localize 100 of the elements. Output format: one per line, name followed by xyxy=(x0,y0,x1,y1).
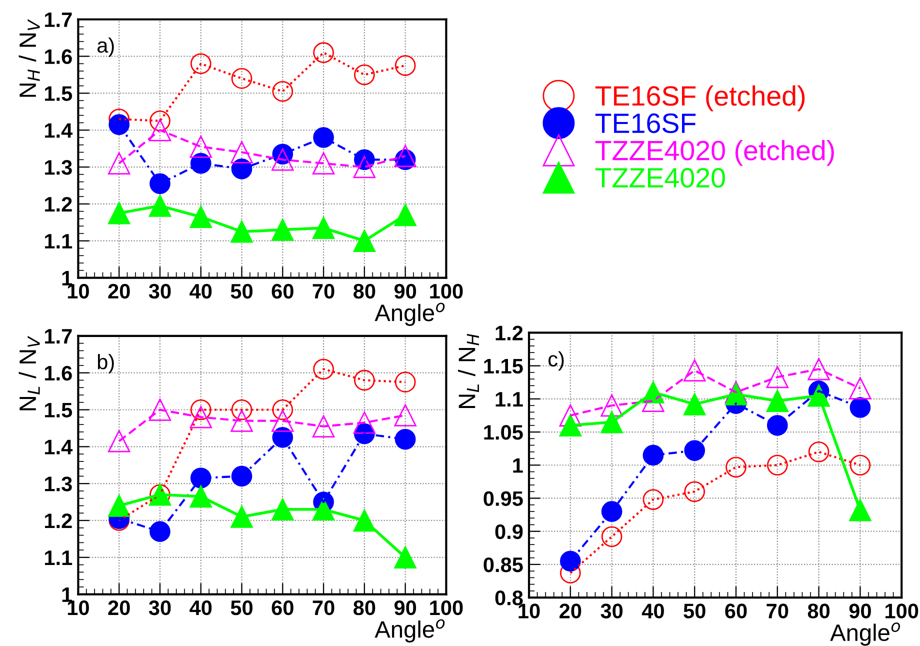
x-tick-label: 40 xyxy=(642,604,664,618)
y-axis-title: N$_{L}$ / N$_{V}$ xyxy=(18,336,40,410)
legend-label: TZZE4020 (etched) xyxy=(595,140,834,166)
annotation: b) xyxy=(98,354,114,374)
point xyxy=(272,218,294,241)
point xyxy=(559,414,582,437)
y-tick-label: 1.3 xyxy=(45,476,72,492)
point xyxy=(313,127,334,148)
point xyxy=(272,148,294,171)
y-tick-label: 1.1 xyxy=(45,550,72,565)
x-tick-label: 10 xyxy=(68,284,89,299)
legend-label: TZZE4020 xyxy=(595,168,725,188)
point xyxy=(354,64,375,86)
x-tick-label: 20 xyxy=(560,604,582,618)
point xyxy=(849,499,872,522)
point xyxy=(766,454,788,476)
x-axis-title: Angle$^{o}$ xyxy=(830,622,900,646)
point xyxy=(394,404,416,426)
x-axis-title: Angle$^{o}$ xyxy=(374,302,445,326)
point xyxy=(766,366,789,388)
y-tick-label: 1.6 xyxy=(45,49,72,64)
y-axis-title: N$_{L}$ / N$_{H}$ xyxy=(458,334,479,408)
x-tick-label: 50 xyxy=(230,600,252,616)
x-tick-label: 70 xyxy=(766,604,788,618)
point xyxy=(190,399,212,420)
x-tick-label: 10 xyxy=(68,600,89,616)
x-tick-label: 20 xyxy=(108,600,130,616)
y-tick-label: 1 xyxy=(513,458,523,473)
y-tick-label: 1.6 xyxy=(45,366,72,381)
x-tick-label: 30 xyxy=(148,600,171,616)
point xyxy=(230,141,253,164)
point xyxy=(108,430,130,452)
y-tick-label: 0.95 xyxy=(484,491,523,506)
legend-label: TE16SF xyxy=(595,113,696,134)
x-tick-label: 100 xyxy=(430,600,463,616)
x-tick-label: 10 xyxy=(518,604,540,618)
point xyxy=(108,494,130,517)
point xyxy=(850,454,871,476)
x-tick-label: 90 xyxy=(394,600,416,616)
x-tick-label: 50 xyxy=(684,604,706,618)
point xyxy=(354,370,375,391)
y-tick-label: 1.5 xyxy=(45,402,72,418)
point xyxy=(353,156,376,178)
point xyxy=(108,114,130,136)
point xyxy=(190,53,212,74)
x-tick-label: 30 xyxy=(600,604,623,618)
point xyxy=(312,152,335,174)
point xyxy=(313,358,334,380)
point xyxy=(108,152,130,174)
x-tick-label: 100 xyxy=(430,284,463,299)
point xyxy=(808,441,830,462)
x-tick-label: 60 xyxy=(272,600,294,616)
point xyxy=(190,468,212,488)
point xyxy=(394,372,416,392)
y-tick-label: 1.1 xyxy=(45,234,72,248)
x-tick-label: 60 xyxy=(725,604,747,618)
point xyxy=(642,444,664,466)
annotation: c) xyxy=(548,351,564,371)
y-tick-label: 1 xyxy=(62,588,72,602)
point xyxy=(766,414,788,436)
y-tick-label: 1.2 xyxy=(496,326,523,340)
point xyxy=(684,481,706,502)
annotation: a) xyxy=(97,37,114,57)
y-tick-label: 1.7 xyxy=(45,12,72,27)
x-tick-label: 100 xyxy=(886,604,918,618)
legend-label: TE16SF (etched) xyxy=(595,85,805,112)
point xyxy=(272,410,294,432)
point xyxy=(150,521,170,542)
point xyxy=(231,466,252,487)
point xyxy=(148,119,172,142)
y-tick-label: 1.7 xyxy=(45,329,72,344)
y-tick-label: 1.4 xyxy=(45,123,73,138)
point xyxy=(849,377,872,400)
y-tick-label: 1.4 xyxy=(45,440,73,454)
point xyxy=(726,456,746,478)
point xyxy=(683,393,706,416)
point xyxy=(353,412,376,434)
y-tick-label: 0.8 xyxy=(495,590,523,606)
point xyxy=(231,68,252,89)
point xyxy=(313,42,334,64)
point xyxy=(394,546,416,569)
point xyxy=(766,390,789,412)
x-tick-label: 80 xyxy=(808,604,830,618)
y-tick-label: 1.5 xyxy=(45,86,72,101)
point xyxy=(808,358,830,380)
x-tick-label: 70 xyxy=(312,284,334,299)
point xyxy=(601,501,622,522)
x-axis-title: Angle$^{o}$ xyxy=(374,619,445,642)
x-tick-label: 90 xyxy=(849,604,871,618)
point xyxy=(600,394,623,417)
y-tick-label: 1.3 xyxy=(45,160,72,175)
point xyxy=(231,399,252,420)
point xyxy=(190,406,212,428)
y-tick-label: 1.1 xyxy=(496,392,523,406)
point xyxy=(148,398,172,421)
point xyxy=(353,230,376,252)
x-tick-label: 40 xyxy=(190,284,212,299)
point xyxy=(272,399,294,420)
point xyxy=(230,410,253,432)
y-tick-label: 1.2 xyxy=(45,513,72,528)
